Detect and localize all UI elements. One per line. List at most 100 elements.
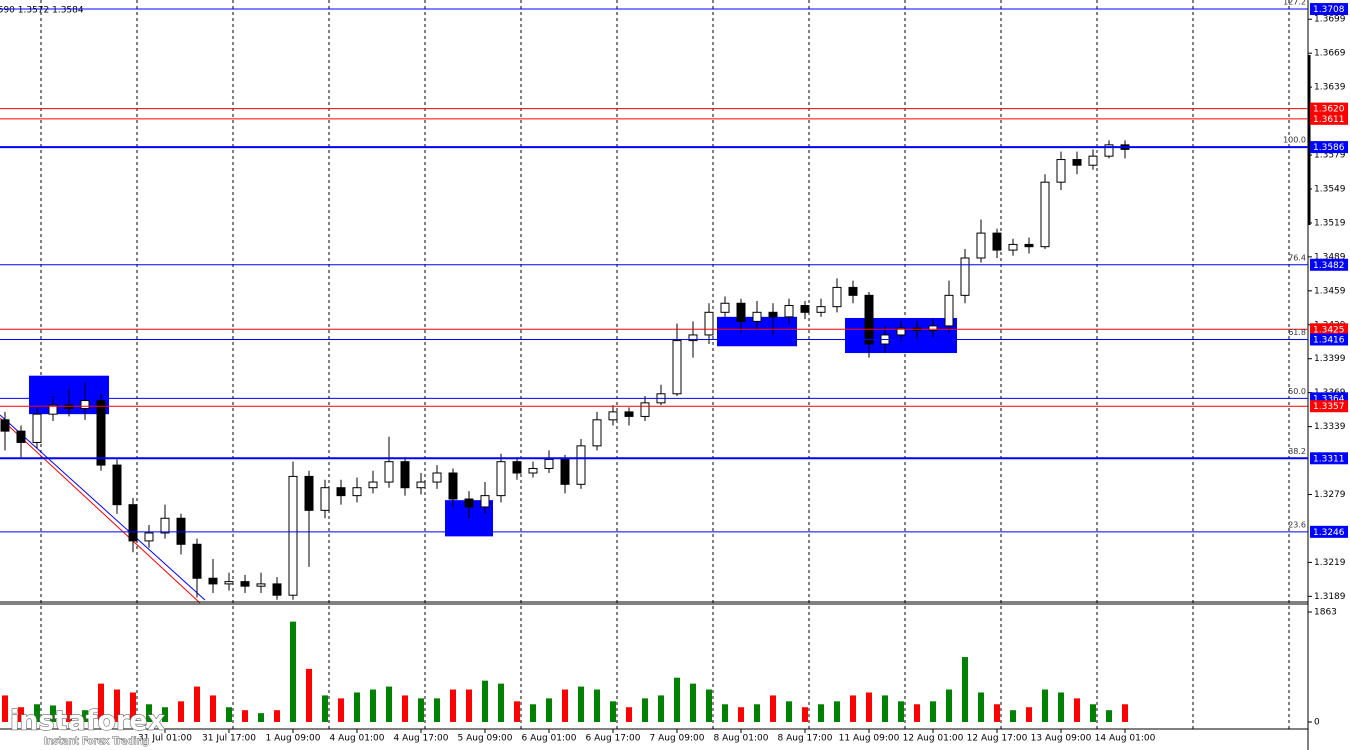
candle-body xyxy=(848,286,858,296)
volume-bar xyxy=(818,704,824,722)
volume-bar xyxy=(306,668,312,722)
candle-body xyxy=(752,311,762,322)
x-tick-label: 5 Aug 09:00 xyxy=(458,734,513,744)
y-tick-label: 1.3669 xyxy=(1314,49,1346,59)
candle-body xyxy=(368,481,378,489)
candle-body xyxy=(960,257,970,296)
candle-body xyxy=(464,498,474,508)
volume-bar xyxy=(226,707,232,722)
volume-bar xyxy=(450,689,456,722)
volume-bar xyxy=(754,704,760,722)
ohlc-info: 3590 1.3572 1.3584 xyxy=(0,6,84,16)
candle-body xyxy=(32,413,42,443)
candle-body xyxy=(480,495,490,508)
candle-body xyxy=(176,517,186,545)
x-tick-label: 6 Aug 01:00 xyxy=(522,734,577,744)
candle-body xyxy=(528,467,538,474)
volume-bar xyxy=(834,701,840,722)
volume-bar xyxy=(1042,689,1048,722)
price-label: 1.3620 xyxy=(1313,105,1345,115)
volume-bar xyxy=(66,701,72,722)
x-tick-label: 31 Jul 01:00 xyxy=(138,734,192,744)
candle-body xyxy=(208,577,218,585)
fib-label: 50.0 xyxy=(1288,387,1306,396)
candle-body xyxy=(1008,243,1018,251)
fib-label: 38.2 xyxy=(1288,447,1306,456)
y-tick-label: 1.3579 xyxy=(1314,151,1346,161)
x-tick-label: 8 Aug 17:00 xyxy=(778,734,833,744)
fib-label: 76.4 xyxy=(1288,253,1306,262)
fib-label: 100.0 xyxy=(1283,136,1306,145)
candle-body xyxy=(288,475,298,596)
volume-bar xyxy=(850,695,856,722)
candle-body xyxy=(96,400,106,466)
price-label-box xyxy=(1310,452,1348,465)
volume-bar xyxy=(402,695,408,722)
volume-bar xyxy=(610,701,616,722)
candle-body xyxy=(576,445,586,485)
volume-bar xyxy=(114,689,120,722)
candle-body xyxy=(992,232,1002,251)
price-label-box xyxy=(1310,141,1348,154)
candle-body xyxy=(1056,159,1066,183)
candle-body xyxy=(1040,181,1050,248)
volume-bar xyxy=(802,707,808,722)
x-tick-label: 14 Aug 01:00 xyxy=(1095,734,1156,744)
candle-body xyxy=(400,461,410,489)
volume-bar xyxy=(50,705,56,722)
volume-bar xyxy=(578,686,584,722)
candle-body xyxy=(496,461,506,497)
price-label: 1.3482 xyxy=(1313,261,1345,271)
volume-bar xyxy=(370,689,376,722)
volume-bar xyxy=(674,677,680,722)
volume-bar xyxy=(498,683,504,722)
candle-body xyxy=(112,464,122,506)
price-label: 1.3364 xyxy=(1313,394,1345,404)
y-tick-label: 1.3189 xyxy=(1314,592,1346,602)
volume-bar xyxy=(418,698,424,722)
price-label-box xyxy=(1310,3,1348,16)
candle-body xyxy=(736,302,746,322)
volume-bar xyxy=(82,710,88,722)
candle-body xyxy=(448,472,458,500)
candle-body xyxy=(816,306,826,313)
volume-bar xyxy=(898,701,904,722)
candle-body xyxy=(832,286,842,308)
candle-body xyxy=(416,481,426,489)
price-label: 1.3311 xyxy=(1313,454,1345,464)
volume-bar xyxy=(1074,698,1080,722)
volume-bar xyxy=(210,695,216,722)
candle-body xyxy=(256,583,266,587)
price-label: 1.3416 xyxy=(1313,335,1345,345)
price-label-box xyxy=(1310,323,1348,336)
price-label-box xyxy=(1310,400,1348,413)
y-tick-label: 1.3699 xyxy=(1314,15,1346,25)
x-tick-label: 4 Aug 17:00 xyxy=(394,734,449,744)
volume-bar xyxy=(978,692,984,722)
candle-body xyxy=(80,400,90,410)
volume-bar xyxy=(482,680,488,722)
x-tick-label: 6 Aug 17:00 xyxy=(586,734,641,744)
volume-bar xyxy=(866,692,872,722)
candle-body xyxy=(944,294,954,327)
volume-tick-label: 0 xyxy=(1314,718,1320,728)
y-tick-label: 1.3279 xyxy=(1314,490,1346,500)
candle-body xyxy=(304,475,314,511)
volume-bar xyxy=(946,689,952,722)
candle-body xyxy=(144,532,154,542)
volume-bar xyxy=(546,698,552,722)
volume-bar xyxy=(722,704,728,722)
x-tick-label: 31 Jul 17:00 xyxy=(202,734,256,744)
y-tick-label: 1.3639 xyxy=(1314,83,1346,93)
volume-bar xyxy=(386,686,392,722)
volume-bar xyxy=(962,657,968,722)
volume-tick-label: 1863 xyxy=(1314,608,1337,618)
candle-body xyxy=(928,325,938,331)
price-label: 1.3246 xyxy=(1313,528,1345,538)
volume-bar xyxy=(338,698,344,722)
candle-body xyxy=(608,411,618,421)
volume-bar xyxy=(466,689,472,722)
volume-bar xyxy=(930,701,936,722)
